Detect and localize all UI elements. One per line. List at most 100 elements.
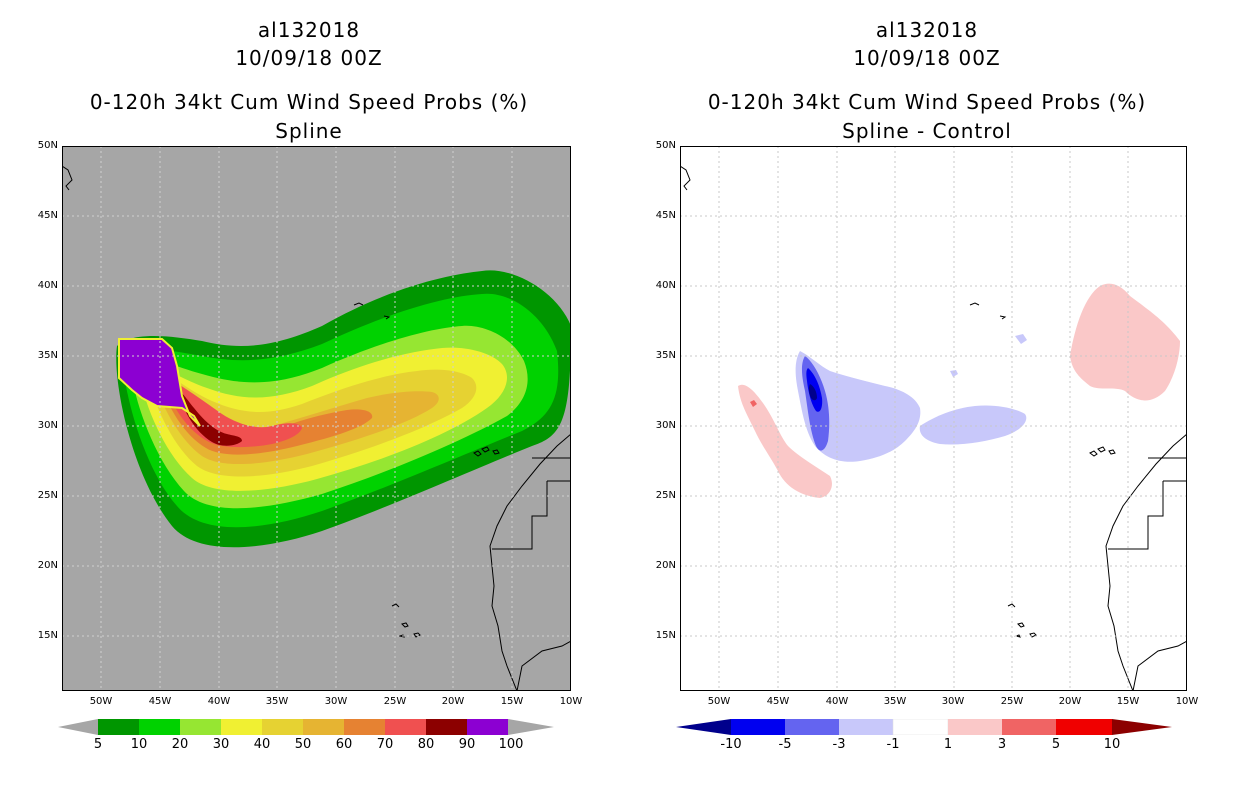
colorbar-over-arrow <box>1112 719 1172 735</box>
right-title-date: 10/09/18 00Z <box>853 46 1001 70</box>
colorbar-swatch <box>98 719 139 735</box>
lat-label: 45N <box>655 210 676 221</box>
colorbar-label: 30 <box>212 737 230 752</box>
right-panel: al132018 10/09/18 00Z 0-120h 34kt Cum Wi… <box>618 0 1236 800</box>
colorbar-swatch <box>344 719 385 735</box>
left-title-product: 0-120h 34kt Cum Wind Speed Probs (%) <box>89 90 529 114</box>
lon-label: 50W <box>89 696 113 707</box>
colorbar-label: 10 <box>130 737 148 752</box>
lon-label: 15W <box>500 696 524 707</box>
colorbar-swatch <box>892 719 949 735</box>
red-spot <box>750 400 757 407</box>
colorbar-swatch <box>139 719 180 735</box>
border-line <box>492 457 571 550</box>
lon-label: 50W <box>707 696 731 707</box>
colorbar-label: 5 <box>1051 737 1061 752</box>
lon-label: 20W <box>441 696 465 707</box>
swath-70 <box>162 376 302 448</box>
lon-label: 30W <box>324 696 348 707</box>
lat-label: 40N <box>655 280 676 291</box>
colorbar-under-arrow <box>676 719 731 735</box>
lat-label: 35N <box>37 350 58 361</box>
grid-lines <box>62 146 571 691</box>
west-africa-inland-right <box>1132 640 1187 691</box>
colorbar-label: -1 <box>886 737 900 752</box>
lat-label: 25N <box>37 490 58 501</box>
azores-islands-right <box>969 302 1007 320</box>
right-title-variant: Spline - Control <box>842 119 1012 143</box>
colorbar-label: 3 <box>997 737 1007 752</box>
lon-label: 35W <box>883 696 907 707</box>
right-colorbar <box>676 719 1172 735</box>
pink-patch-east <box>1070 283 1180 401</box>
right-map-frame <box>680 146 1187 691</box>
blue-patch-east <box>919 405 1027 445</box>
canary-islands-right <box>1089 446 1116 457</box>
left-panel: al132018 10/09/18 00Z 0-120h 34kt Cum Wi… <box>37 18 583 752</box>
colorbar-label: -5 <box>778 737 792 752</box>
newfoundland-edge-right <box>680 165 691 191</box>
lon-label: 20W <box>1058 696 1082 707</box>
lat-label: 15N <box>655 630 676 641</box>
colorbar-swatch <box>385 719 426 735</box>
lat-label: 50N <box>655 140 676 151</box>
colorbar-swatch <box>731 719 785 735</box>
lon-label: 25W <box>1000 696 1024 707</box>
lat-label: 30N <box>655 420 676 431</box>
lat-label: 50N <box>37 140 58 151</box>
lat-label: 35N <box>655 350 676 361</box>
colorbar-swatch <box>180 719 221 735</box>
lat-label: 15N <box>37 630 58 641</box>
lon-label: 40W <box>207 696 231 707</box>
left-colorbar <box>58 719 554 735</box>
colorbar-swatch <box>839 719 893 735</box>
coastlines <box>62 165 571 691</box>
lon-label: 35W <box>265 696 289 707</box>
right-map <box>680 146 1187 691</box>
left-title-storm: al132018 <box>257 18 361 42</box>
lon-label: 40W <box>825 696 849 707</box>
colorbar-label: 10 <box>1103 737 1121 752</box>
lat-label: 20N <box>655 560 676 571</box>
azores-islands <box>353 302 391 320</box>
colorbar-label: 90 <box>458 737 476 752</box>
grid-lines-right <box>680 146 1187 691</box>
colorbar-label: 1 <box>943 737 953 752</box>
newfoundland-edge <box>62 165 73 191</box>
africa-coastline <box>489 433 571 691</box>
lat-label: 30N <box>37 420 58 431</box>
colorbar-under-arrow <box>58 719 98 735</box>
lon-label: 15W <box>1116 696 1140 707</box>
lon-label: 10W <box>1175 696 1199 707</box>
difference-patches <box>738 283 1180 498</box>
lon-label: 45W <box>148 696 172 707</box>
coastlines-right <box>680 165 1187 691</box>
lat-label: 45N <box>37 210 58 221</box>
lat-label: 20N <box>37 560 58 571</box>
right-title-storm: al132018 <box>875 18 979 42</box>
cape-verde-islands <box>391 603 421 638</box>
colorbar-label: 5 <box>93 737 103 752</box>
lon-label: 10W <box>559 696 583 707</box>
colorbar-swatch <box>1056 719 1112 735</box>
lon-label: 45W <box>766 696 790 707</box>
left-map-frame <box>62 146 571 691</box>
colorbar-label: 20 <box>171 737 189 752</box>
swath-80 <box>177 390 242 446</box>
lat-label: 25N <box>655 490 676 501</box>
colorbar-label: -10 <box>720 737 742 752</box>
right-title-product: 0-120h 34kt Cum Wind Speed Probs (%) <box>707 90 1147 114</box>
colorbar-swatch <box>426 719 467 735</box>
border-line-right <box>1108 457 1187 550</box>
africa-coastline-right <box>1105 433 1187 691</box>
colorbar-swatch <box>467 719 508 735</box>
colorbar-swatch <box>221 719 262 735</box>
blue-patch-small <box>950 334 1027 377</box>
left-title-date: 10/09/18 00Z <box>235 46 383 70</box>
colorbar-label: 50 <box>294 737 312 752</box>
west-africa-inland <box>516 640 571 691</box>
cape-verde-islands-right <box>1007 603 1037 638</box>
colorbar-label: 40 <box>253 737 271 752</box>
colorbar-label: 100 <box>498 737 524 752</box>
lon-label: 25W <box>383 696 407 707</box>
